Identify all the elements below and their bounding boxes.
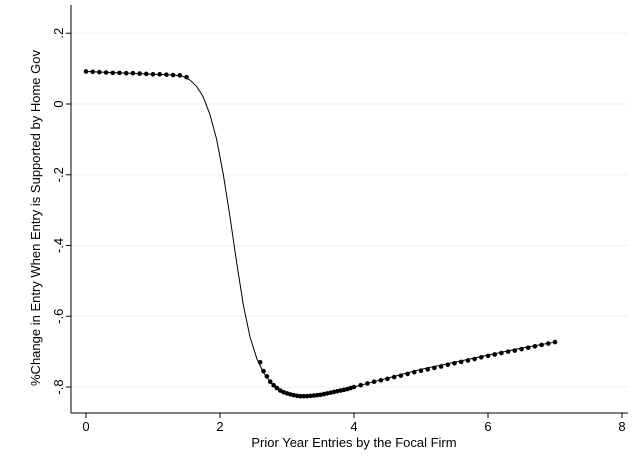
y-tick-label: -.4: [51, 238, 66, 253]
data-point: [458, 359, 464, 365]
data-point: [97, 69, 102, 75]
data-point: [472, 356, 477, 362]
data-point: [385, 376, 390, 382]
data-point: [177, 73, 183, 78]
data-point: [308, 393, 313, 399]
x-tick-label: 0: [82, 419, 89, 434]
data-point: [261, 368, 266, 374]
data-point: [137, 71, 142, 76]
data-point: [391, 374, 397, 380]
x-axis-label: Prior Year Entries by the Focal Firm: [251, 435, 456, 450]
data-point: [425, 367, 431, 372]
data-point: [479, 354, 484, 360]
x-tick-label: 8: [618, 419, 625, 434]
y-tick-label: -.2: [51, 167, 66, 182]
data-point: [371, 379, 377, 384]
data-point: [123, 70, 129, 76]
data-point: [117, 70, 122, 76]
data-point: [492, 352, 498, 357]
axes: [70, 5, 628, 414]
data-point: [412, 369, 417, 375]
data-point: [378, 377, 384, 383]
y-axis-label: %Change in Entry When Entry is Supported…: [28, 50, 43, 386]
data-point: [546, 341, 551, 346]
data-point: [314, 392, 320, 398]
y-tick-label: .2: [51, 28, 66, 39]
data-point: [432, 365, 437, 371]
data-point: [552, 339, 558, 345]
data-point: [539, 342, 544, 348]
series: [83, 69, 558, 399]
data-point: [274, 385, 280, 391]
x-tick-label: 4: [350, 419, 357, 434]
data-point: [438, 364, 444, 369]
data-point: [298, 393, 303, 399]
y-tick-label: -.6: [51, 309, 66, 324]
data-point: [184, 74, 189, 80]
data-point: [351, 384, 357, 390]
data-point: [505, 349, 511, 354]
data-point: [398, 373, 404, 378]
data-point: [519, 346, 524, 352]
data-point: [525, 345, 531, 351]
data-point: [103, 70, 109, 75]
data-point: [532, 344, 538, 349]
data-point: [405, 371, 410, 377]
data-point: [445, 362, 451, 368]
data-point: [164, 72, 169, 77]
data-point: [257, 359, 263, 365]
data-point: [264, 374, 270, 379]
data-point: [311, 393, 317, 398]
data-point: [130, 70, 136, 76]
data-point: [418, 368, 424, 374]
data-point: [465, 358, 471, 363]
data-point: [267, 379, 273, 384]
data-point: [452, 360, 457, 366]
data-point: [499, 350, 504, 356]
data-point: [512, 348, 518, 353]
data-point: [90, 69, 95, 75]
data-point: [144, 71, 149, 77]
y-tick-label: -.8: [51, 379, 66, 394]
data-point: [365, 381, 370, 386]
data-point: [358, 382, 364, 388]
data-point: [110, 70, 116, 76]
ticks: 0 2 4 6 8 .2 0 -.2 -.4 -.6 -.8: [51, 28, 626, 434]
data-point: [294, 393, 300, 399]
data-point: [485, 353, 491, 359]
data-point: [83, 69, 89, 74]
x-tick-label: 2: [216, 419, 223, 434]
data-point: [271, 382, 276, 388]
data-point: [304, 393, 310, 399]
data-point: [170, 72, 176, 78]
data-point: [157, 71, 162, 77]
data-point: [301, 393, 307, 399]
y-tick-label: 0: [51, 100, 66, 107]
data-point: [150, 71, 156, 77]
x-tick-label: 6: [484, 419, 491, 434]
